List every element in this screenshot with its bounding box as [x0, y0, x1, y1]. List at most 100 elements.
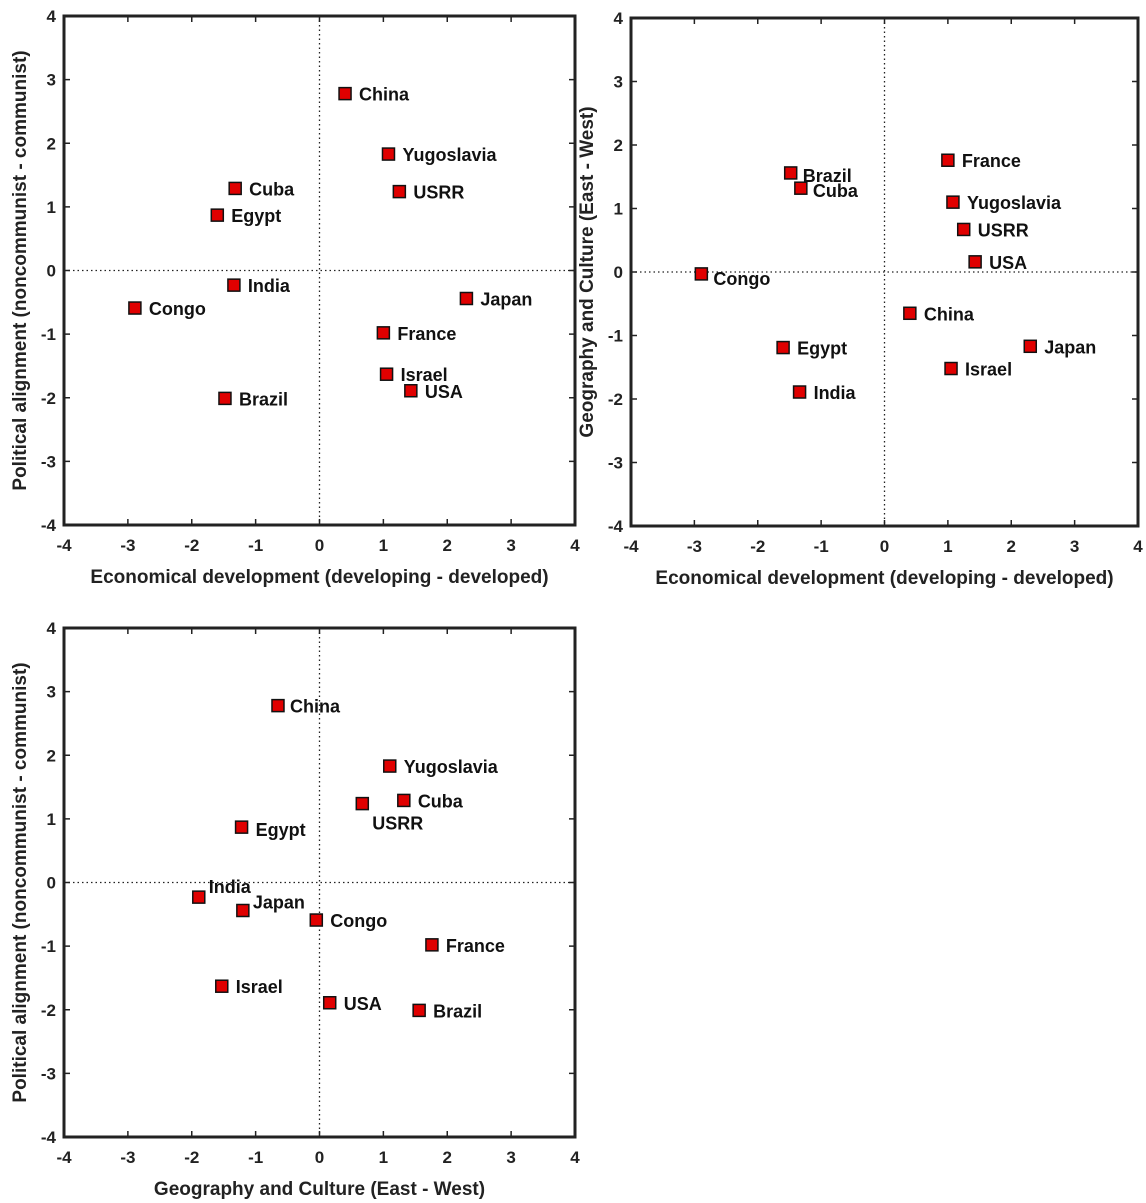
data-point-label: France — [446, 936, 505, 956]
x-tick-label: -4 — [56, 1148, 72, 1167]
data-point — [227, 278, 241, 292]
y-tick-label: 2 — [614, 136, 623, 155]
data-point — [309, 913, 324, 927]
x-axis-title: Geography and Culture (East - West) — [154, 1179, 485, 1200]
y-tick-label: 1 — [47, 810, 56, 829]
x-tick-label: -4 — [623, 537, 639, 556]
y-tick-label: 0 — [47, 874, 56, 893]
data-point-label: Israel — [401, 365, 448, 385]
x-tick-label: 4 — [1133, 537, 1143, 556]
data-point — [192, 890, 206, 904]
data-point — [376, 326, 391, 340]
data-point — [941, 153, 955, 167]
data-point-label: Egypt — [231, 206, 281, 226]
y-tick-label: 4 — [614, 9, 624, 28]
data-point — [425, 938, 439, 952]
y-tick-label: 1 — [614, 200, 623, 219]
data-point-label: Egypt — [797, 339, 847, 359]
x-tick-label: 2 — [443, 536, 452, 555]
data-point — [210, 208, 225, 222]
data-point-label: USRR — [372, 814, 423, 834]
data-point-label: India — [814, 383, 857, 403]
data-point-label: India — [209, 877, 252, 897]
y-tick-label: 2 — [47, 134, 56, 153]
data-point-label: USRR — [978, 220, 1029, 240]
x-tick-label: -1 — [814, 537, 829, 556]
scatter-chart-economy-vs-politics: -4 -3 -2 -1 0 1 2 3 4 -4 -3 -2 -1 0 1 2 3 4 Economical dev… — [10, 7, 580, 588]
data-point — [1023, 339, 1038, 354]
y-tick-label: -3 — [41, 452, 56, 471]
data-point-label: Brazil — [239, 389, 288, 409]
x-tick-label: 4 — [570, 536, 580, 555]
data-point-label: China — [290, 697, 341, 717]
data-point — [956, 222, 971, 237]
x-axis-title: Economical development (developing - dev… — [655, 568, 1113, 589]
x-tick-label: -3 — [687, 537, 702, 556]
y-tick-label: 1 — [47, 198, 56, 217]
data-point — [355, 796, 370, 811]
y-tick-label: -3 — [608, 454, 623, 473]
scatter-chart-economy-vs-geography: -4 -3 -2 -1 0 1 2 3 4 -4 -3 -2 -1 0 1 2 3 4 Economical dev… — [577, 9, 1143, 589]
data-point — [215, 979, 229, 993]
y-tick-label: -1 — [608, 327, 623, 346]
data-point-label: USA — [425, 382, 463, 402]
data-point-label: France — [962, 151, 1021, 171]
data-point-label: USA — [989, 253, 1027, 273]
data-point-label: USRR — [413, 183, 464, 203]
data-point — [903, 306, 917, 321]
data-point — [944, 361, 958, 376]
x-tick-label: -3 — [120, 536, 135, 555]
data-point — [383, 759, 397, 773]
x-tick-label: -2 — [184, 1148, 199, 1167]
x-tick-label: -4 — [56, 536, 72, 555]
data-point-label: Yugoslavia — [967, 193, 1062, 213]
data-point — [381, 147, 396, 161]
data-point-label: France — [397, 324, 456, 344]
x-tick-label: -2 — [184, 536, 199, 555]
y-tick-label: 3 — [614, 73, 623, 92]
data-point-label: Israel — [965, 360, 1012, 380]
y-axis-title: Political alignment (noncommunist - comm… — [10, 662, 31, 1102]
y-tick-label: -4 — [41, 1128, 57, 1147]
x-tick-label: -3 — [120, 1148, 135, 1167]
y-tick-label: -1 — [41, 937, 56, 956]
x-axis-title: Economical development (developing - dev… — [90, 567, 548, 588]
data-point — [412, 1003, 426, 1018]
data-point-label: Brazil — [803, 166, 852, 186]
x-tick-label: 0 — [315, 536, 324, 555]
x-tick-label: -2 — [750, 537, 765, 556]
data-point-label: Yugoslavia — [402, 145, 497, 165]
data-point — [392, 184, 407, 199]
data-point — [234, 820, 249, 834]
y-axis-title: Geography and Culture (East - West) — [577, 106, 598, 437]
data-point-label: Congo — [713, 269, 770, 289]
data-point-label: Yugoslavia — [404, 757, 499, 777]
data-point-label: Japan — [253, 892, 305, 912]
plot-frame — [62, 14, 577, 527]
y-tick-label: 3 — [47, 71, 56, 90]
data-point — [397, 793, 411, 808]
data-point-label: Cuba — [418, 791, 464, 811]
x-tick-label: 1 — [943, 537, 952, 556]
y-tick-label: -2 — [608, 390, 623, 409]
x-tick-label: 3 — [506, 536, 515, 555]
y-tick-label: 4 — [47, 7, 57, 26]
data-point — [379, 367, 394, 381]
plot-frame — [62, 626, 577, 1139]
data-point — [236, 903, 250, 918]
data-point — [694, 267, 709, 281]
data-point — [271, 698, 285, 713]
scatter-chart-geography-vs-politics: -4 -3 -2 -1 0 1 2 3 4 -4 -3 -2 -1 0 1 2 3 4 Geography and … — [10, 619, 580, 1200]
data-point — [776, 340, 790, 355]
y-axis-title: Political alignment (noncommunist - comm… — [10, 50, 31, 490]
x-tick-label: 3 — [506, 1148, 515, 1167]
x-tick-label: 1 — [379, 1148, 388, 1167]
y-tick-label: -1 — [41, 325, 56, 344]
y-tick-label: -4 — [608, 517, 624, 536]
x-tick-label: 0 — [315, 1148, 324, 1167]
data-point — [128, 301, 142, 315]
y-tick-label: 0 — [47, 262, 56, 281]
y-tick-label: -2 — [41, 1001, 56, 1020]
y-tick-label: -2 — [41, 389, 56, 408]
y-tick-label: 0 — [614, 263, 623, 282]
